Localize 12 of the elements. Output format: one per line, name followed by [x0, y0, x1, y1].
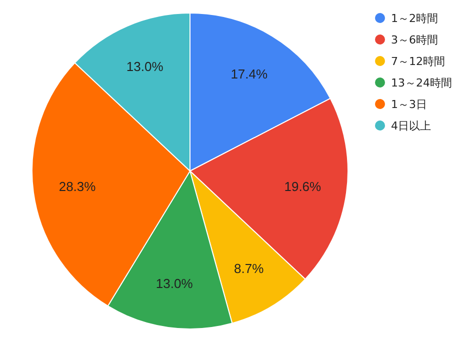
- data-label: 17.4%: [230, 66, 268, 82]
- data-label: 19.6%: [284, 179, 322, 194]
- legend-label: 3～6時間: [391, 33, 438, 46]
- data-label: 8.7%: [234, 260, 264, 276]
- legend-label: 7～12時間: [391, 54, 445, 68]
- legend-label: 1～3日: [391, 98, 427, 111]
- data-label: 13.0%: [156, 276, 194, 292]
- legend-label: 13～24時間: [391, 76, 452, 90]
- data-label: 28.3%: [58, 178, 96, 194]
- data-label: 13.0%: [126, 59, 164, 74]
- legend-label: 4日以上: [391, 119, 431, 132]
- legend-label: 1～2時間: [391, 12, 438, 25]
